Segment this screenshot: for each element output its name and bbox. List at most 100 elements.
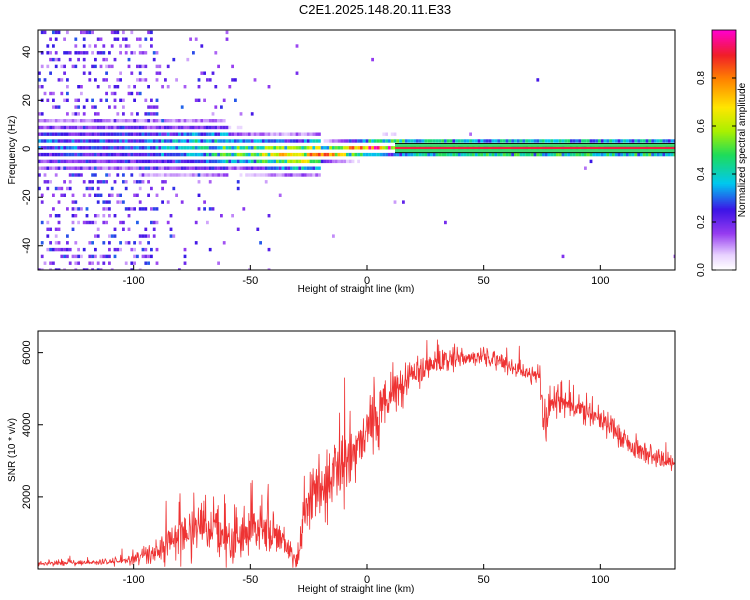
spectrogram-cell: [371, 57, 374, 62]
spectrogram-cell: [161, 180, 164, 184]
spectrogram-cell: [337, 159, 341, 164]
spectrogram-cell: [304, 152, 307, 157]
spectrogram-cell: [113, 234, 117, 238]
colorbar-step: [712, 202, 736, 205]
spectrogram-cell: [172, 234, 176, 238]
spectrogram-cell: [298, 146, 302, 150]
spectrogram-cell: [99, 51, 103, 55]
spectrogram-cell: [242, 207, 246, 211]
spectrogram-cell: [127, 146, 131, 150]
spectrogram-cell: [147, 159, 150, 164]
colorbar-step: [712, 260, 736, 263]
spectrogram-cell: [323, 139, 327, 143]
spectrogram-cell: [43, 146, 47, 150]
spectrogram-cell: [220, 139, 223, 143]
spectrogram-cell: [127, 241, 131, 245]
colorbar-step: [712, 112, 736, 115]
spectrogram-cell: [152, 139, 156, 143]
spectrogram-cell: [161, 186, 164, 191]
colorbar-step: [712, 266, 736, 269]
spectrogram-cell: [110, 44, 114, 48]
colorbar-step: [712, 118, 736, 121]
spectrogram-cell: [124, 44, 128, 48]
spectrogram-cell: [304, 139, 307, 143]
spectrogram-cell: [74, 51, 78, 55]
spectrogram-cell: [242, 152, 246, 157]
spectrogram-cell: [77, 98, 80, 102]
spectrogram-cell: [77, 261, 80, 265]
spectrogram-cell: [528, 152, 531, 157]
spectrogram-cell: [203, 166, 206, 170]
colorbar-step: [712, 156, 736, 159]
spectrogram-cell: [178, 173, 181, 177]
spectrogram-cell: [66, 119, 69, 123]
colorbar-step: [712, 154, 736, 157]
spectrogram-cell: [119, 166, 122, 170]
spectrogram-cell: [519, 152, 523, 157]
spectrogram-cell: [88, 241, 92, 245]
spectrogram-cell: [158, 152, 162, 157]
spectrogram-cell: [46, 139, 50, 143]
spectrogram-cell: [116, 173, 120, 177]
spectrogram-cell: [208, 132, 212, 136]
spectrogram-cell: [77, 51, 80, 55]
spectrogram-cell: [180, 125, 184, 130]
spectrogram-cell: [54, 234, 58, 238]
spectrogram-cell: [245, 139, 248, 143]
colorbar-step: [712, 244, 736, 247]
spectrogram-cell: [155, 139, 159, 143]
spectrogram-cell: [74, 214, 78, 218]
spectrogram-cell: [102, 44, 106, 48]
spectrogram-cell: [346, 159, 349, 164]
spectrogram-cell: [206, 159, 209, 164]
spectrogram-cell: [298, 166, 302, 170]
spectrogram-cell: [43, 78, 47, 82]
spectrogram-cell: [584, 166, 587, 170]
spectrogram-cell: [281, 152, 285, 157]
spectrogram-cell: [281, 146, 285, 150]
spectrogram-cell: [169, 119, 173, 123]
spectrogram-cell: [66, 152, 69, 157]
spectrogram-cell: [102, 200, 106, 204]
spectrogram-cell: [172, 57, 176, 62]
spectrogram-cell: [82, 57, 86, 62]
colorbar-step: [712, 248, 736, 251]
spectrogram-cell: [66, 139, 69, 143]
spectrogram-cell: [49, 227, 52, 231]
spectrogram-cell: [105, 98, 108, 102]
spectrogram-cell: [222, 125, 226, 130]
spectrogram-cell: [119, 125, 122, 130]
spectrogram-cell: [116, 200, 120, 204]
spectrogram-cell: [152, 105, 156, 109]
spectrogram-cell: [267, 214, 271, 218]
colorbar-step: [712, 220, 736, 223]
spectrogram-cell: [231, 139, 234, 143]
colorbar-step: [712, 246, 736, 249]
spectrogram-cell: [155, 159, 159, 164]
spectrogram-cell: [113, 91, 117, 96]
spectrogram-cell: [402, 152, 405, 157]
spectrogram-cell: [278, 193, 282, 197]
spectrogram-cell: [217, 159, 220, 164]
spectrogram-cell: [220, 214, 223, 218]
spectrogram-cell: [144, 261, 148, 265]
spectrogram-cell: [340, 152, 344, 157]
spectrogram-cell: [346, 152, 349, 157]
spectrogram-cell: [96, 112, 100, 116]
spectrogram-cell: [99, 152, 103, 157]
spectrogram-cell: [155, 119, 159, 123]
colorbar-step: [712, 60, 736, 63]
spectrogram-cell: [357, 139, 360, 143]
spectrogram-cell: [136, 119, 139, 123]
spectrogram-cell: [82, 51, 86, 55]
spectrogram-cell: [74, 207, 78, 211]
spectrogram-cell: [102, 119, 106, 123]
spectrogram-cell: [105, 91, 108, 96]
spectrogram-cell: [99, 159, 103, 164]
spectrogram-cell: [80, 146, 83, 150]
spectrogram-cell: [133, 166, 136, 170]
spectrogram-cell: [113, 119, 117, 123]
spectrogram-cell: [91, 30, 94, 35]
spectrogram-cell: [556, 139, 559, 143]
